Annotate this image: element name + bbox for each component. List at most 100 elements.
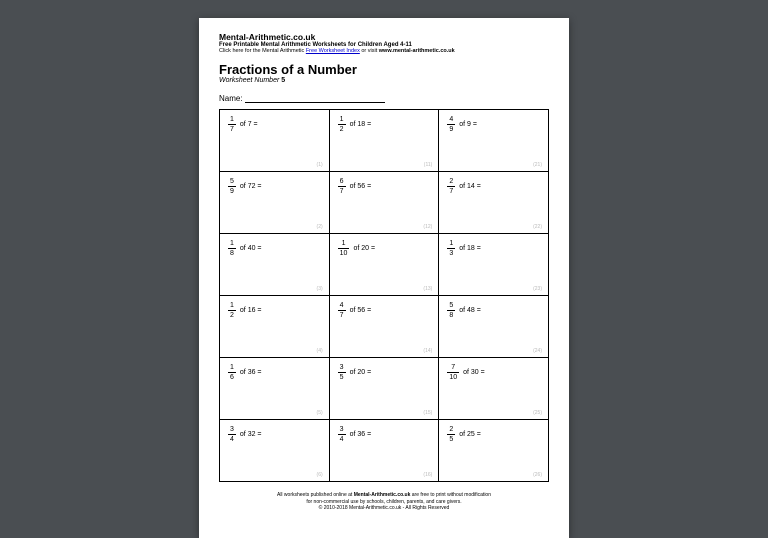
of-expression: of 18 = (350, 121, 372, 128)
problem-index: (14) (423, 348, 432, 354)
fraction: 13 (447, 240, 455, 257)
denominator: 7 (228, 125, 236, 133)
fraction: 18 (228, 240, 236, 257)
problem-cell: 47of 56 =(14) (329, 296, 439, 358)
site-header: Mental-Arithmetic.co.uk Free Printable M… (219, 32, 549, 54)
problem-cell: 18of 40 =(3) (220, 234, 330, 296)
worksheet-index-link[interactable]: Free Worksheet Index (306, 48, 360, 54)
numerator: 3 (228, 426, 236, 435)
problem-index: (11) (424, 162, 433, 168)
footer: All worksheets published online at Menta… (219, 492, 549, 512)
numerator: 2 (447, 178, 455, 187)
denominator: 2 (338, 125, 346, 133)
denominator: 9 (447, 125, 455, 133)
link-prefix: Click here for the Mental Arithmetic (219, 48, 306, 54)
worksheet-page: Mental-Arithmetic.co.uk Free Printable M… (199, 18, 569, 538)
denominator: 4 (338, 435, 346, 443)
denominator: 4 (228, 435, 236, 443)
of-expression: of 56 = (350, 183, 372, 190)
of-expression: of 20 = (350, 369, 372, 376)
denominator: 3 (447, 249, 455, 257)
denominator: 10 (447, 373, 459, 381)
numerator: 3 (338, 364, 346, 373)
problem-index: (24) (533, 348, 542, 354)
site-name: Mental-Arithmetic.co.uk (219, 32, 549, 42)
name-label: Name: (219, 94, 243, 103)
of-expression: of 16 = (240, 307, 262, 314)
problem-index: (23) (533, 286, 542, 292)
numerator: 2 (447, 426, 455, 435)
of-expression: of 18 = (459, 245, 481, 252)
numerator: 1 (228, 240, 236, 249)
worksheet-number: 5 (281, 77, 285, 84)
worksheet-subtitle: Worksheet Number 5 (219, 77, 549, 84)
denominator: 5 (447, 435, 455, 443)
denominator: 2 (228, 311, 236, 319)
fraction: 17 (228, 116, 236, 133)
of-expression: of 72 = (240, 183, 262, 190)
problem-cell: 27 of 14 = (22) (439, 172, 549, 234)
problem-cell: 710of 30 =(25) (439, 358, 549, 420)
numerator: 1 (228, 116, 236, 125)
link-middle: or visit (360, 48, 379, 54)
fraction: 710 (447, 364, 459, 381)
problem-cell: 16of 36 =(5) (220, 358, 330, 420)
numerator: 5 (228, 178, 236, 187)
fraction: 12 (338, 116, 346, 133)
fraction: 35 (338, 364, 346, 381)
fraction: 49 (447, 116, 455, 133)
of-expression: of 14 = (459, 183, 481, 190)
problem-cell: 59 of 72 = (2) (220, 172, 330, 234)
denominator: 5 (338, 373, 346, 381)
site-link-line: Click here for the Mental Arithmetic Fre… (219, 48, 549, 54)
of-expression: of 7 = (240, 121, 258, 128)
problem-index: (22) (533, 224, 542, 230)
problem-index: (5) (317, 410, 323, 416)
problem-index: (26) (533, 472, 542, 478)
problem-cell: 34of 36 =(16) (329, 420, 439, 482)
fraction: 25 (447, 426, 455, 443)
denominator: 10 (338, 249, 350, 257)
denominator: 7 (447, 187, 455, 195)
denominator: 8 (228, 249, 236, 257)
problem-index: (15) (423, 410, 432, 416)
problem-index: (2) (317, 224, 323, 230)
of-expression: of 30 = (463, 369, 485, 376)
fraction: 47 (338, 302, 346, 319)
fraction: 16 (228, 364, 236, 381)
numerator: 4 (338, 302, 346, 311)
fraction: 12 (228, 302, 236, 319)
numerator: 1 (447, 240, 455, 249)
problem-cell: 49 of 9 = (21) (439, 110, 549, 172)
problem-cell: 67of 56 =(12) (329, 172, 439, 234)
problem-index: (1) (317, 162, 323, 168)
subtitle-prefix: Worksheet Number (219, 77, 281, 84)
denominator: 9 (228, 187, 236, 195)
problems-table: 17of 7 =(1)12of 18 =(11)49of 9 =(21)59of… (219, 109, 549, 482)
numerator: 7 (447, 364, 459, 373)
fraction: 34 (228, 426, 236, 443)
problem-cell: 34of 32 =(6) (220, 420, 330, 482)
site-url: www.mental-arithmetic.co.uk (379, 48, 455, 54)
problem-index: (21) (533, 162, 542, 168)
denominator: 7 (338, 187, 346, 195)
numerator: 6 (338, 178, 346, 187)
of-expression: of 40 = (240, 245, 262, 252)
problem-cell: 12 of 18 = (11) (329, 110, 439, 172)
of-expression: of 20 = (353, 245, 375, 252)
of-expression: of 48 = (459, 307, 481, 314)
name-blank (245, 94, 385, 103)
numerator: 1 (338, 240, 350, 249)
numerator: 1 (338, 116, 346, 125)
denominator: 6 (228, 373, 236, 381)
denominator: 8 (447, 311, 455, 319)
problem-index: (13) (423, 286, 432, 292)
of-expression: of 9 = (459, 121, 477, 128)
numerator: 1 (228, 302, 236, 311)
problem-cell: 12 of 16 = (4) (220, 296, 330, 358)
problem-cell: 35 of 20 = (15) (329, 358, 439, 420)
problem-cell: 13 of 18 = (23) (439, 234, 549, 296)
problem-index: (4) (317, 348, 323, 354)
numerator: 4 (447, 116, 455, 125)
problem-index: (6) (317, 472, 323, 478)
